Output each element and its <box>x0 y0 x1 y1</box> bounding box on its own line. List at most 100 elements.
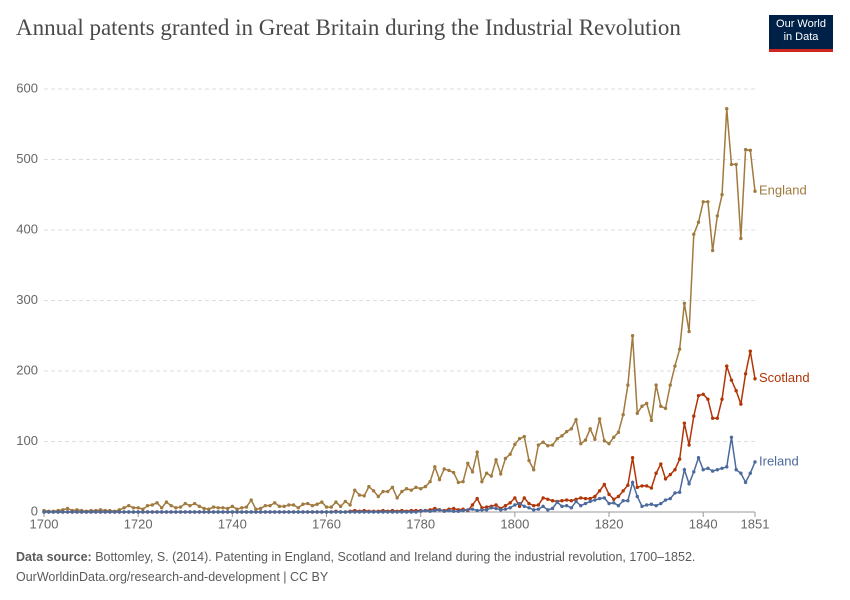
point <box>697 394 700 397</box>
point <box>268 504 271 507</box>
point <box>94 510 97 513</box>
logo[interactable]: Our Worldin Data <box>769 15 833 52</box>
point <box>683 468 686 471</box>
point <box>193 502 196 505</box>
point <box>560 499 563 502</box>
point <box>362 510 365 513</box>
point <box>532 508 535 511</box>
point <box>654 472 657 475</box>
point <box>706 467 709 470</box>
point <box>245 510 248 513</box>
point <box>556 500 559 503</box>
point <box>546 444 549 447</box>
point <box>537 507 540 510</box>
point <box>212 505 215 508</box>
y-tick-label: 300 <box>16 292 38 307</box>
point <box>753 190 756 193</box>
point <box>311 510 314 513</box>
point <box>428 480 431 483</box>
point <box>320 510 323 513</box>
point <box>122 506 125 509</box>
point <box>551 499 554 502</box>
x-tick-label: 1820 <box>595 516 624 531</box>
point <box>565 430 568 433</box>
point <box>504 507 507 510</box>
point <box>570 427 573 430</box>
point <box>282 505 285 508</box>
point <box>287 503 290 506</box>
point <box>315 503 318 506</box>
series-label: England <box>759 183 807 198</box>
point <box>621 413 624 416</box>
point <box>692 233 695 236</box>
point <box>226 510 229 513</box>
point <box>311 504 314 507</box>
point <box>160 506 163 509</box>
series-label: Ireland <box>759 453 799 468</box>
point <box>659 405 662 408</box>
point <box>471 507 474 510</box>
point <box>141 510 144 513</box>
point <box>66 510 69 513</box>
point <box>400 510 403 513</box>
point <box>734 163 737 166</box>
point <box>292 503 295 506</box>
point <box>471 503 474 506</box>
source-text: Bottomley, S. (2014). Patenting in Engla… <box>95 550 695 564</box>
point <box>433 509 436 512</box>
point <box>226 507 229 510</box>
point <box>461 509 464 512</box>
point <box>325 505 328 508</box>
point <box>523 505 526 508</box>
point <box>42 510 45 513</box>
point <box>659 502 662 505</box>
point <box>678 457 681 460</box>
point <box>113 510 116 513</box>
point <box>716 468 719 471</box>
point <box>475 450 478 453</box>
point <box>725 465 728 468</box>
point <box>504 457 507 460</box>
point <box>508 452 511 455</box>
point <box>447 469 450 472</box>
point <box>546 508 549 511</box>
point <box>537 503 540 506</box>
point <box>640 505 643 508</box>
point <box>240 510 243 513</box>
point <box>565 504 568 507</box>
point <box>730 436 733 439</box>
point <box>480 508 483 511</box>
point <box>419 510 422 513</box>
point <box>278 505 281 508</box>
logo-line: Our World <box>769 18 833 31</box>
point <box>654 504 657 507</box>
point <box>640 405 643 408</box>
source-label: Data source: <box>16 550 92 564</box>
point <box>584 438 587 441</box>
point <box>353 510 356 513</box>
point <box>56 510 59 513</box>
point <box>475 497 478 500</box>
point <box>348 510 351 513</box>
point <box>734 468 737 471</box>
point <box>179 505 182 508</box>
point <box>645 484 648 487</box>
point <box>645 402 648 405</box>
point <box>739 402 742 405</box>
point <box>664 407 667 410</box>
point <box>231 505 234 508</box>
source: Data source: Bottomley, S. (2014). Paten… <box>16 550 846 564</box>
point <box>720 193 723 196</box>
point <box>621 489 624 492</box>
point <box>372 489 375 492</box>
y-tick-label: 400 <box>16 221 38 236</box>
point <box>264 504 267 507</box>
point <box>433 465 436 468</box>
point <box>527 506 530 509</box>
point <box>386 510 389 513</box>
point <box>118 510 121 513</box>
point <box>391 510 394 513</box>
y-tick-label: 500 <box>16 151 38 166</box>
point <box>753 460 756 463</box>
point <box>504 504 507 507</box>
